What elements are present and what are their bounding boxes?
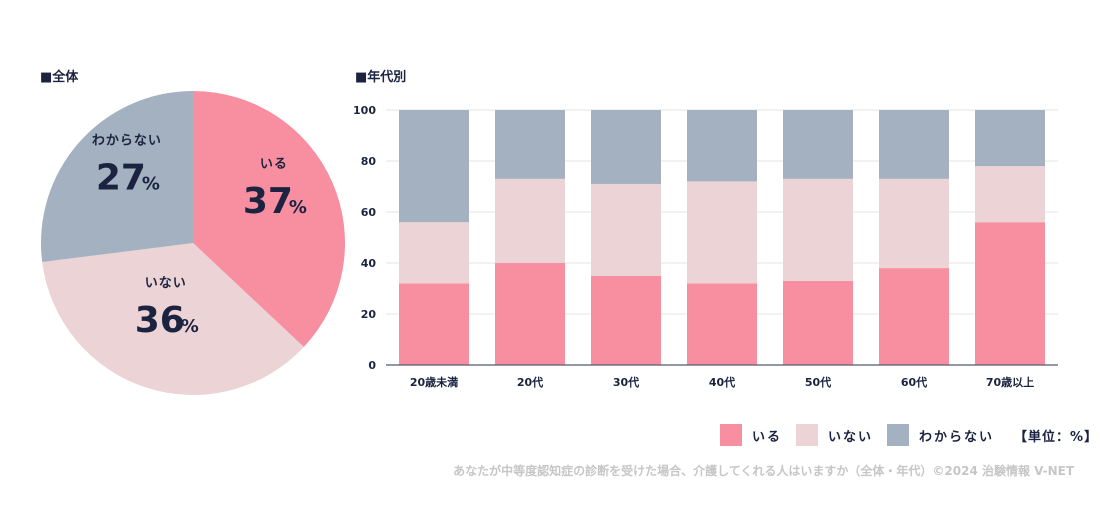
unit-label: 【単位：%】 [1014, 429, 1099, 445]
pie-chart: いる 37% いない 36% わからない 27% [40, 91, 345, 395]
bar-segment-inai [975, 166, 1045, 223]
pie-slice-wakaranai [40, 91, 193, 263]
bar-segment-wakaranai [879, 110, 949, 179]
y-tick-label: 60 [361, 206, 377, 219]
pie-label-inai: いない [145, 276, 187, 291]
y-tick-label: 80 [361, 155, 377, 168]
pie-percent-iru: % [289, 197, 307, 218]
pie-section-title: ■全体 [40, 70, 79, 85]
y-tick-label: 20 [361, 308, 377, 321]
bar-section-title: ■年代別 [355, 70, 407, 85]
bar-segment-inai [591, 183, 661, 276]
y-tick-label: 40 [361, 257, 377, 270]
bar-segment-inai [783, 178, 853, 281]
y-tick-label: 0 [368, 359, 376, 372]
pie-slice-inai [42, 243, 304, 395]
bar-segment-iru [783, 280, 853, 365]
bar-segment-iru [591, 275, 661, 365]
stacked-bar-chart: 0 20 40 60 80 100 20歳未満 20代 30代 40代 50代 60代 70歳以上 [353, 104, 1058, 389]
bar-segment-iru [399, 283, 469, 365]
legend-label-iru: いる [752, 429, 783, 445]
bar-segment-iru [975, 222, 1045, 365]
bar-segment-wakaranai [975, 110, 1045, 167]
bar-segment-inai [399, 222, 469, 284]
x-tick-label: 60代 [901, 375, 927, 389]
bar-segment-wakaranai [495, 110, 565, 179]
bar-segment-iru [687, 283, 757, 365]
bar-segment-wakaranai [399, 110, 469, 223]
pie-slice-iru [193, 91, 345, 348]
bar-segment-inai [687, 181, 757, 284]
pie-label-iru: いる [260, 157, 288, 172]
x-tick-label: 70歳以上 [986, 375, 1034, 389]
x-tick-label: 30代 [613, 375, 639, 389]
pie-value-inai: 36 [135, 300, 185, 341]
x-tick-label: 20歳未満 [410, 375, 458, 389]
legend-swatch-wakaranai [887, 424, 910, 446]
bar-segment-iru [495, 263, 565, 365]
bar-segment-iru [879, 268, 949, 365]
bar-segment-wakaranai [783, 110, 853, 179]
legend-item-wakaranai: わからない [887, 424, 994, 446]
legend-label-inai: いない [828, 429, 874, 445]
pie-percent-inai: % [181, 316, 199, 337]
pie-label-wakaranai: わからない [92, 134, 162, 149]
bar-segment-inai [879, 178, 949, 269]
y-tick-label: 100 [353, 104, 376, 117]
legend-item-iru: いる [720, 424, 782, 446]
bar-segment-wakaranai [687, 110, 757, 182]
x-tick-label: 20代 [517, 375, 543, 389]
legend: いる いない わからない 【単位：%】 [720, 424, 1098, 446]
legend-item-inai: いない [796, 424, 873, 446]
bar-segment-wakaranai [591, 110, 661, 184]
x-tick-label: 50代 [805, 375, 831, 389]
x-tick-label: 40代 [709, 375, 735, 389]
source-caption: あなたが中等度認知症の診断を受けた場合、介護してくれる人はいますか（全体・年代）… [453, 464, 1074, 478]
pie-percent-wakaranai: % [142, 174, 160, 195]
pie-value-iru: 37 [243, 181, 293, 222]
pie-value-wakaranai: 27 [96, 158, 146, 199]
legend-swatch-iru [720, 424, 742, 446]
legend-swatch-inai [796, 424, 819, 446]
bar-segment-inai [495, 178, 565, 263]
legend-label-wakaranai: わからない [919, 429, 995, 445]
